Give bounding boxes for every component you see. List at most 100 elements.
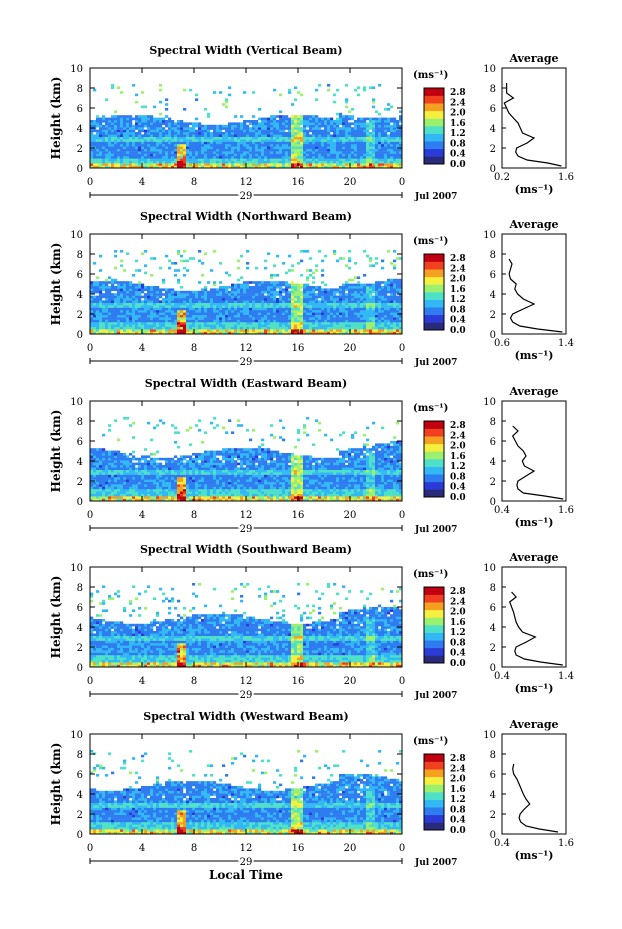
heatmap-cell	[174, 290, 178, 294]
heatmap-cell	[207, 129, 211, 133]
heatmap-cell	[117, 281, 121, 284]
heatmap-cell	[285, 136, 289, 140]
heatmap-cell	[228, 329, 232, 332]
heatmap-cell	[150, 331, 154, 335]
heatmap-cell	[120, 489, 124, 492]
heatmap-cell	[111, 314, 115, 318]
heatmap-cell	[240, 144, 244, 147]
heatmap-cell	[240, 151, 244, 154]
heatmap-cell	[342, 319, 346, 323]
heatmap-cell	[198, 319, 202, 323]
heatmap-cell	[381, 165, 385, 169]
heatmap-cell	[114, 278, 118, 282]
x-tick-label: 16	[292, 343, 305, 354]
heatmap-cell	[126, 474, 130, 478]
heatmap-cell	[303, 151, 307, 154]
panel-title: Spectral Width (Vertical Beam)	[149, 44, 342, 57]
heatmap-cell	[357, 319, 361, 323]
heatmap-cell	[171, 144, 175, 147]
heatmap-cell	[174, 122, 178, 125]
heatmap-cell	[279, 319, 283, 323]
heatmap-cell	[138, 122, 142, 125]
heatmap-cell	[180, 319, 184, 323]
heatmap-cell	[222, 307, 226, 311]
heatmap-cell	[249, 141, 253, 145]
heatmap-cell	[312, 165, 316, 169]
heatmap-cell	[123, 462, 127, 466]
heatmap-cell	[345, 165, 349, 169]
heatmap-cell	[93, 302, 97, 306]
heatmap-cell	[390, 317, 394, 320]
heatmap-cell	[279, 326, 283, 330]
heatmap-cell	[273, 331, 277, 335]
heatmap-cell	[210, 331, 214, 335]
heatmap-cell	[330, 163, 334, 166]
heatmap-cell	[180, 295, 184, 299]
heatmap-cell	[156, 329, 160, 332]
heatmap-cell	[138, 115, 142, 118]
heatmap-cell	[315, 310, 319, 313]
heatmap-cell	[174, 329, 178, 332]
avg-unit: (ms⁻¹)	[515, 349, 554, 362]
heatmap-cell	[90, 319, 94, 323]
heatmap-cell	[354, 262, 358, 265]
heatmap-cell	[381, 293, 385, 296]
heatmap-cell	[99, 158, 103, 161]
heatmap-cell	[204, 295, 208, 299]
heatmap-cell	[339, 293, 343, 296]
heatmap-cell	[360, 288, 364, 291]
heatmap-cell	[183, 331, 187, 335]
heatmap-cell	[351, 288, 355, 291]
heatmap-cell	[114, 127, 118, 130]
heatmap-cell	[336, 156, 340, 159]
heatmap-cell	[216, 160, 220, 164]
heatmap-cell	[339, 129, 343, 133]
heatmap-cell	[291, 129, 295, 133]
heatmap-cell	[99, 312, 103, 315]
heatmap-cell	[363, 151, 367, 154]
heatmap-cell	[222, 305, 226, 308]
colorbar-swatch	[424, 269, 444, 278]
heatmap-cell	[291, 117, 295, 121]
heatmap-cell	[141, 139, 145, 142]
heatmap-cell	[282, 295, 286, 299]
heatmap-cell	[303, 122, 307, 125]
heatmap-cell	[267, 117, 271, 121]
heatmap-cell	[138, 288, 142, 291]
heatmap-cell	[243, 283, 247, 287]
heatmap-cell	[357, 127, 361, 130]
heatmap-cell	[198, 160, 202, 164]
heatmap-cell	[159, 288, 163, 291]
heatmap-cell	[159, 148, 163, 152]
heatmap-cell	[117, 129, 121, 133]
heatmap-cell	[270, 319, 274, 323]
heatmap-cell	[231, 300, 235, 303]
heatmap-cell	[228, 293, 232, 296]
heatmap-cell	[318, 319, 322, 323]
heatmap-cell	[336, 319, 340, 323]
heatmap-cell	[99, 305, 103, 308]
heatmap-cell	[351, 307, 355, 311]
heatmap-cell	[102, 324, 106, 327]
heatmap-cell	[324, 151, 328, 154]
heatmap-cell	[345, 105, 349, 109]
heatmap-cell	[285, 122, 289, 125]
heatmap-cell	[159, 295, 163, 299]
heatmap-cell	[108, 317, 112, 320]
heatmap-cell	[240, 317, 244, 320]
heatmap-cell	[285, 124, 289, 128]
heatmap-cell	[264, 288, 268, 291]
heatmap-cell	[339, 160, 343, 164]
heatmap-cell	[150, 115, 154, 118]
heatmap-cell	[342, 139, 346, 142]
heatmap-cell	[282, 144, 286, 147]
heatmap-cell	[264, 317, 268, 320]
heatmap-cell	[180, 124, 184, 128]
heatmap-cell	[258, 148, 262, 152]
heatmap-cell	[297, 288, 301, 291]
heatmap-cell	[306, 129, 310, 133]
heatmap-cell	[369, 151, 373, 154]
heatmap-cell	[390, 153, 394, 157]
heatmap-cell	[336, 122, 340, 125]
heatmap-cell	[399, 302, 403, 306]
